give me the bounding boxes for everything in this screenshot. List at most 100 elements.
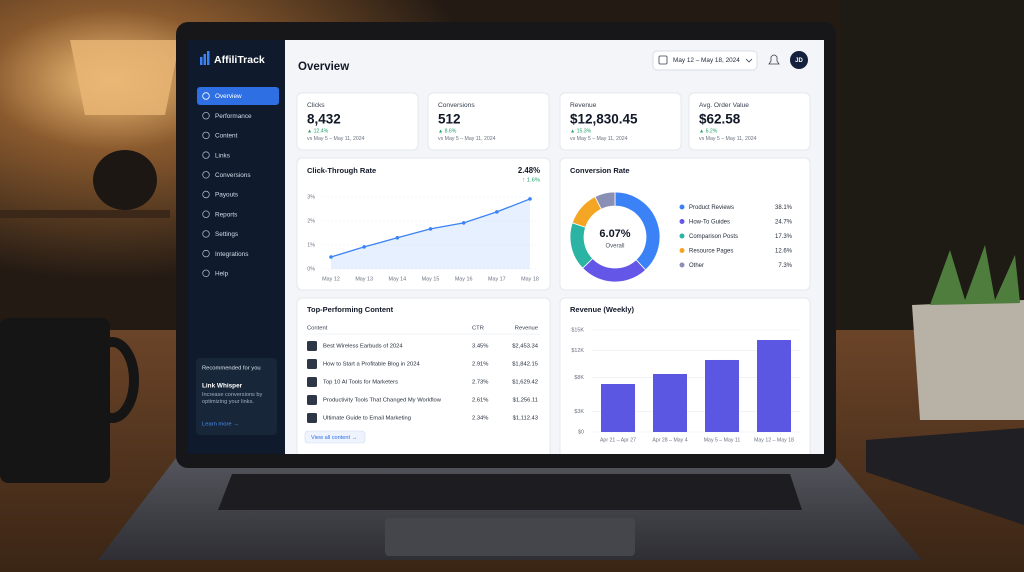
kpi-value: $62.58 (699, 112, 741, 127)
legend-label: How-To Guides (689, 220, 730, 226)
promo-heading: Recommended for you (202, 366, 261, 372)
row-title[interactable]: How to Start a Profitable Blog in 2024 (323, 362, 420, 368)
ctr-point (461, 221, 466, 225)
avatar[interactable] (790, 51, 808, 69)
promo-text: Increase conversions by optimizing your … (202, 392, 263, 405)
kpi-value: 8,432 (307, 112, 341, 127)
y-tick-label: 2% (307, 218, 315, 224)
ctr-point (528, 197, 532, 201)
mug-handle (85, 337, 139, 423)
nav-icon (202, 190, 210, 199)
lamp-shade (70, 40, 180, 115)
promo-title: Link Whisper (202, 383, 243, 390)
kpi-compare: vs May 5 – May 11, 2024 (307, 136, 365, 142)
table-title: Top-Performing Content (307, 305, 394, 314)
kpi-label: Clicks (307, 102, 325, 109)
y-tick-label: $12K (571, 348, 584, 354)
link-button[interactable] (304, 430, 366, 444)
thumbnail (307, 395, 317, 405)
nav-active (197, 87, 279, 105)
chart-title: Conversion Rate (570, 166, 630, 175)
thumbnail (307, 413, 317, 423)
kpi-card: Avg. Order Value $62.58▲ 6.2% vs May 5 – M… (688, 92, 811, 151)
legend-value: 17.3% (775, 234, 793, 240)
logo-bar (200, 57, 203, 65)
ctr-point (362, 245, 366, 249)
nav-item[interactable]: Overview (215, 93, 242, 100)
nav-icon (202, 230, 210, 238)
card-background (296, 157, 551, 291)
notebook (866, 428, 1024, 525)
nav-icon (202, 171, 210, 179)
ctr-area (331, 198, 530, 269)
date-picker[interactable] (652, 50, 758, 71)
bar (705, 359, 739, 432)
nav-item[interactable]: Content (215, 133, 238, 140)
y-tick-label: 1% (307, 242, 315, 248)
legend-label: Resource Pages (689, 249, 733, 255)
avatar-initials: JD (795, 58, 803, 64)
x-tick-label: May 15 (422, 276, 440, 282)
nav-item[interactable]: Payouts (215, 192, 238, 199)
legend-dot (679, 233, 685, 239)
thumbnail (307, 377, 317, 387)
row-title[interactable]: Productivity Tools That Changed My Workf… (323, 398, 442, 404)
logo-bar (203, 54, 206, 65)
bell-icon[interactable] (768, 54, 780, 65)
row-title[interactable]: Ultimate Guide to Email Marketing (323, 416, 411, 422)
kpi-compare: vs May 5 – May 11, 2024 (699, 136, 757, 142)
row-revenue: $1,256.11 (513, 398, 538, 404)
donut-center-value: 6.07% (599, 228, 630, 240)
trackpad (385, 518, 635, 556)
y-tick-label: 0% (307, 266, 315, 272)
legend-value: 12.6% (775, 249, 793, 255)
conversion-chart: Conversion Rate Product Reviews 38.1% How-T… (559, 157, 811, 291)
promo-card (196, 358, 277, 435)
kpi-value: $12,830.45 (570, 112, 638, 127)
legend-label: Other (689, 263, 704, 269)
row-title[interactable]: Best Wireless Earbuds of 2024 (323, 344, 403, 350)
promo-link[interactable]: Learn more → (202, 422, 239, 428)
nav-item[interactable]: Performance (215, 113, 252, 120)
calendar-icon (658, 55, 668, 65)
x-tick-label: May 13 (355, 276, 373, 282)
nav-item[interactable]: Integrations (215, 251, 248, 258)
plant-leaves (930, 245, 1020, 305)
kpi-compare: vs May 5 – May 11, 2024 (570, 136, 628, 142)
row-title[interactable]: Top 10 AI Tools for Marketers (323, 380, 398, 386)
kpi-label: Conversions (438, 102, 475, 109)
screen: AffiliTrack Recommended for you Link Whi… (188, 40, 824, 454)
table-header: Content (307, 326, 328, 332)
card-background (559, 92, 682, 151)
y-tick-label: 3% (307, 194, 315, 200)
x-tick-label: Apr 28 – May 4 (652, 437, 687, 443)
window-shade (840, 0, 1024, 330)
ctr-chart: Click-Through Rate 2.48% ↑ 1.6% 0% 1% 2% 3% May… (296, 157, 551, 291)
chart-change: ↑ 1.6% (522, 178, 540, 184)
nav-item[interactable]: Links (215, 152, 230, 159)
row-ctr: 3.45% (472, 344, 488, 350)
ctr-point (495, 210, 499, 214)
x-tick-label: May 12 (322, 276, 340, 282)
nav-item[interactable]: Reports (215, 211, 237, 218)
y-tick-label: $3K (574, 409, 584, 415)
kpi-value: 512 (438, 112, 461, 127)
legend-dot (679, 204, 685, 210)
legend-dot (679, 248, 685, 253)
nav-item[interactable]: Settings (215, 231, 238, 238)
donut-center-label: Overall (605, 244, 624, 250)
nav-item[interactable]: Help (215, 270, 229, 277)
row-ctr: 2.34% (472, 416, 488, 422)
date-range[interactable]: May 12 – May 18, 2024 (673, 57, 740, 64)
x-tick-label: May 17 (488, 276, 506, 282)
kpi-card: Revenue $12,830.45▲ 15.3% vs May 5 – May 1… (559, 92, 682, 151)
legend-label: Comparison Posts (689, 234, 738, 240)
row-revenue: $1,112.43 (513, 416, 538, 422)
shelf (0, 210, 170, 218)
nav-item[interactable]: Conversions (215, 172, 251, 179)
kpi-label: Revenue (570, 102, 597, 109)
mug (0, 318, 110, 483)
link-text[interactable]: View all content → (311, 435, 357, 441)
card-background (296, 92, 419, 151)
